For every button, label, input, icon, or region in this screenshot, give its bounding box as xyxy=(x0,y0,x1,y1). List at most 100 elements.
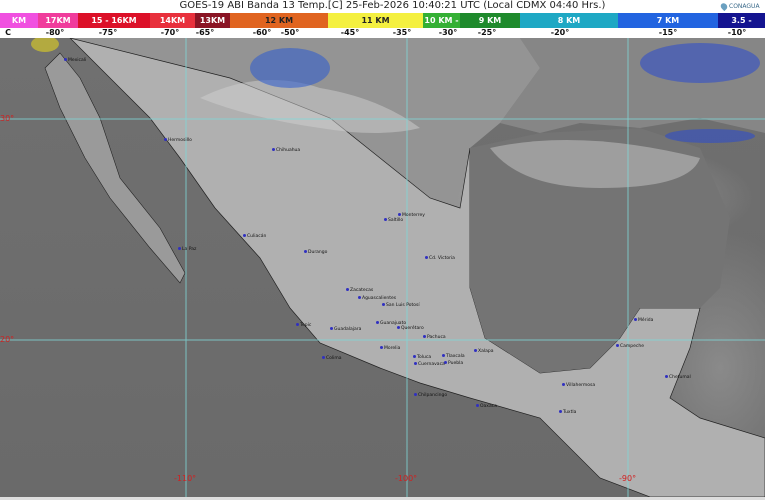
city-marker: Puebla xyxy=(444,361,463,367)
image-title: GOES-19 ABI Banda 13 Temp.[C] 25-Feb-202… xyxy=(0,0,765,13)
city-name: Cuernavaca xyxy=(418,362,445,367)
city-marker: Saltillo xyxy=(384,218,403,224)
temperature-label: -25° xyxy=(477,28,497,37)
water-drop-icon xyxy=(719,1,729,12)
temperature-label: -15° xyxy=(658,28,678,37)
lat-label-20: 20° xyxy=(0,335,15,344)
city-marker: Villahermosa xyxy=(562,383,595,389)
title-text: GOES-19 ABI Banda 13 Temp.[C] 25-Feb-202… xyxy=(179,0,606,11)
city-name: Chilpancingo xyxy=(418,393,448,398)
temperature-label: -35° xyxy=(392,28,412,37)
city-marker: San Luis Potosí xyxy=(382,303,420,309)
conagua-logo: CONAGUA xyxy=(719,1,765,13)
city-name: Campeche xyxy=(620,344,645,349)
city-marker: Cuernavaca xyxy=(414,362,445,368)
city-marker: Querétaro xyxy=(397,326,424,332)
gulf-of-mexico xyxy=(470,128,730,373)
city-dot-icon xyxy=(616,344,619,347)
storm-cloud-w xyxy=(31,38,59,52)
scale-segment: 11 KM xyxy=(328,13,423,28)
temperature-scale: C -80° -75° -70° -65° -60° -50° -45° -35° -30° -25… xyxy=(0,28,765,38)
city-name: San Luis Potosí xyxy=(386,303,420,308)
city-dot-icon xyxy=(304,250,307,253)
temperature-label: -65° xyxy=(195,28,215,37)
city-name: Querétaro xyxy=(401,326,424,331)
city-marker: Tuxtla xyxy=(559,410,576,416)
city-dot-icon xyxy=(330,327,333,330)
scale-segment: 13KM xyxy=(195,13,230,28)
city-marker: Culiacán xyxy=(243,234,266,240)
city-dot-icon xyxy=(665,375,668,378)
city-name: Tepic xyxy=(300,323,312,328)
storm-cloud-ne xyxy=(640,43,760,83)
city-marker: Hermosillo xyxy=(164,138,192,144)
city-dot-icon xyxy=(634,318,637,321)
city-dot-icon xyxy=(376,321,379,324)
city-marker: Oaxaca xyxy=(476,404,497,410)
city-dot-icon xyxy=(382,303,385,306)
scale-segment: 8 KM xyxy=(520,13,618,28)
satellite-map: 30° 20° -110° -100° -90° Mexicali Hermosi… xyxy=(0,38,765,497)
city-marker: Xalapa xyxy=(474,349,493,355)
cloud-band-gulf xyxy=(490,140,700,188)
city-marker: Tlaxcala xyxy=(442,354,465,360)
map-overlay xyxy=(0,38,765,497)
temperature-label: -80° xyxy=(45,28,65,37)
city-marker: La Paz xyxy=(178,247,196,253)
city-name: Chihuahua xyxy=(276,148,301,153)
city-name: Hermosillo xyxy=(168,138,192,143)
scale-segment: 9 KM xyxy=(460,13,520,28)
city-dot-icon xyxy=(380,346,383,349)
scale-segment: 12 KM xyxy=(230,13,328,28)
scale-segment: 3.5 - xyxy=(718,13,765,28)
logo-text: CONAGUA xyxy=(729,3,760,10)
city-name: Villahermosa xyxy=(566,383,596,388)
city-marker: Colima xyxy=(322,356,342,362)
city-dot-icon xyxy=(425,256,428,259)
city-name: Cd. Victoria xyxy=(429,256,455,261)
city-dot-icon xyxy=(64,58,67,61)
graticule xyxy=(0,38,765,497)
city-marker: Morelia xyxy=(380,346,400,352)
city-dot-icon xyxy=(442,354,445,357)
storm-cloud-e xyxy=(665,129,755,143)
temperature-label: -10° xyxy=(727,28,747,37)
city-name: Saltillo xyxy=(388,218,404,223)
city-name: Toluca xyxy=(417,355,432,360)
city-name: Xalapa xyxy=(478,349,494,354)
city-name: Pachuca xyxy=(427,335,446,340)
city-dot-icon xyxy=(296,323,299,326)
scale-segment: 15 - 16KM xyxy=(78,13,150,28)
city-marker: Pachuca xyxy=(423,335,446,341)
city-name: Puebla xyxy=(448,361,464,366)
city-marker: Campeche xyxy=(616,344,644,350)
city-name: Oaxaca xyxy=(480,404,497,409)
city-dot-icon xyxy=(346,288,349,291)
city-marker: Aguascalientes xyxy=(358,296,396,302)
city-marker: Chetumal xyxy=(665,375,691,381)
temperature-label: -30° xyxy=(438,28,458,37)
city-dot-icon xyxy=(178,247,181,250)
city-name: Monterrey xyxy=(402,213,425,218)
city-marker: Cd. Victoria xyxy=(425,256,455,262)
scale-segment: 17KM xyxy=(38,13,78,28)
city-dot-icon xyxy=(164,138,167,141)
baja-california xyxy=(44,52,186,284)
city-marker: Guanajuato xyxy=(376,321,406,327)
temperature-label: -70° xyxy=(160,28,180,37)
city-name: Guanajuato xyxy=(380,321,407,326)
city-dot-icon xyxy=(243,234,246,237)
city-marker: Monterrey xyxy=(398,213,425,219)
temperature-label: -60° xyxy=(252,28,272,37)
city-marker: Tepic xyxy=(296,323,311,329)
city-dot-icon xyxy=(444,361,447,364)
city-name: Culiacán xyxy=(247,234,267,239)
scale-segment: 10 KM - xyxy=(423,13,460,28)
city-dot-icon xyxy=(398,213,401,216)
city-dot-icon xyxy=(358,296,361,299)
cloud-band xyxy=(200,80,420,133)
city-name: Tuxtla xyxy=(563,410,577,415)
city-dot-icon xyxy=(474,349,477,352)
temperature-label: -45° xyxy=(340,28,360,37)
lon-label-110: -110° xyxy=(174,474,197,483)
